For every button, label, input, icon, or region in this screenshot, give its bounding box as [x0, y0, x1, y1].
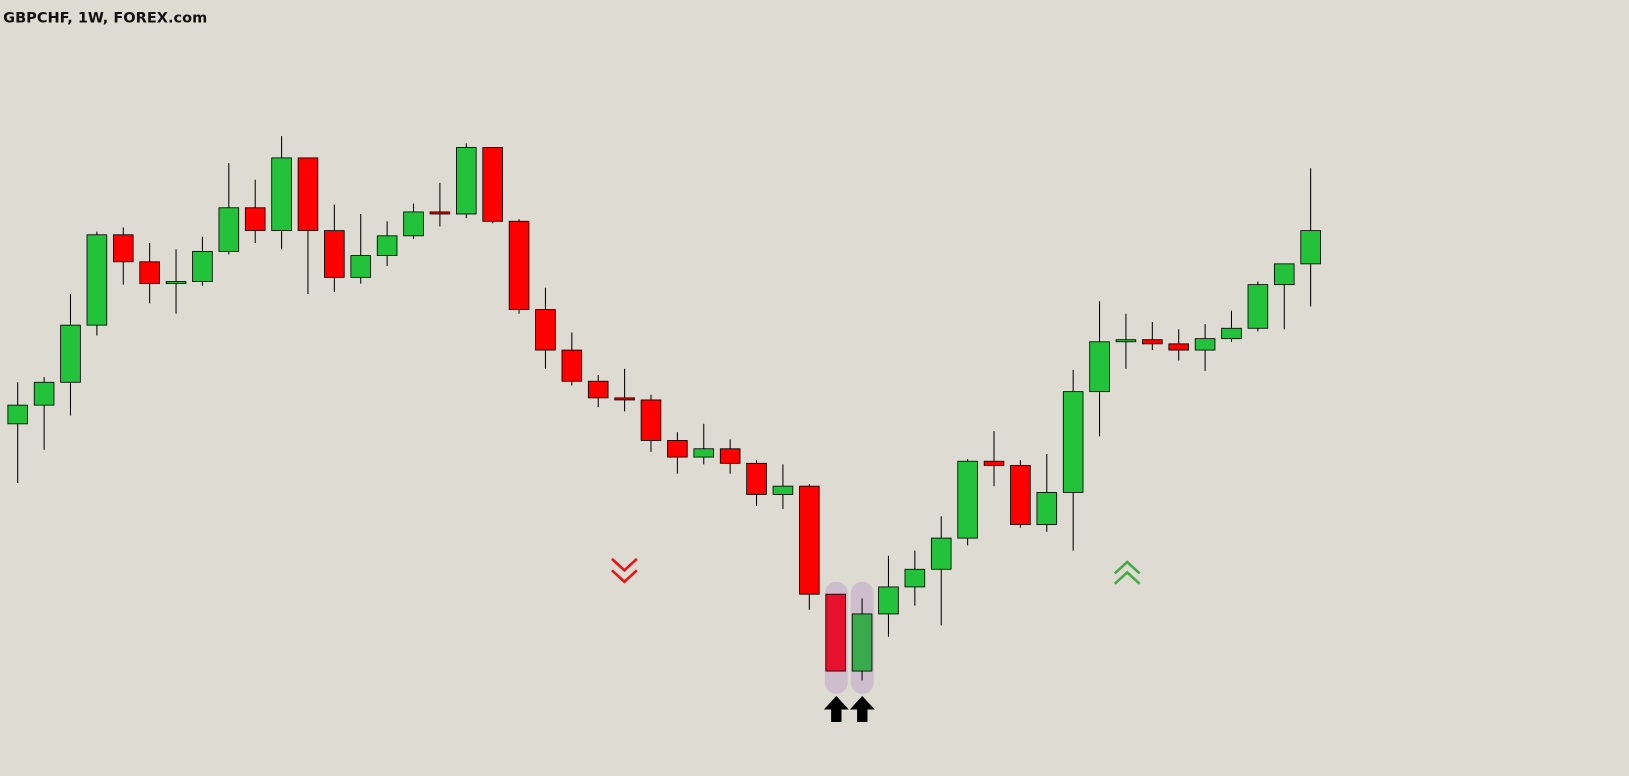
candle-body	[561, 349, 583, 382]
candle-body	[350, 255, 372, 278]
signal-arrow	[823, 696, 849, 722]
sell-chevron	[611, 557, 638, 584]
candle-body	[930, 537, 952, 570]
candle-body	[1168, 343, 1189, 351]
chart-title: GBPCHF, 1W, FOREX.com	[3, 11, 207, 27]
candle-body	[139, 261, 160, 285]
candle-body	[1247, 284, 1269, 329]
candle-body	[1010, 464, 1031, 526]
candle-body	[1300, 230, 1321, 265]
buy-chevron	[1113, 560, 1141, 585]
candle-body	[1221, 327, 1242, 340]
candle-body	[693, 448, 715, 458]
candle-body	[825, 593, 846, 672]
candle-body	[1089, 341, 1110, 393]
candle-body	[1115, 339, 1137, 343]
candle-body	[746, 462, 767, 495]
candle-body	[851, 613, 873, 672]
candle-body	[799, 485, 820, 595]
candle-body	[640, 399, 662, 441]
candle-body	[324, 230, 345, 278]
candle-body	[165, 281, 187, 285]
candle-body	[508, 220, 530, 310]
candle-body	[1142, 339, 1163, 345]
candle-body	[614, 397, 635, 401]
candle-body	[192, 250, 213, 282]
candle-body	[244, 207, 266, 232]
candle-body	[535, 309, 556, 351]
candle-body	[1036, 491, 1058, 526]
candle-body	[86, 234, 108, 326]
candle-body	[1273, 263, 1295, 286]
candle-body	[983, 460, 1005, 466]
candle-body	[482, 147, 503, 222]
candle-body	[719, 448, 741, 464]
candle-body	[376, 235, 398, 256]
candle-body	[271, 157, 292, 232]
candle-body	[403, 211, 424, 237]
candle-body	[1062, 391, 1084, 493]
candle-body	[33, 381, 55, 406]
candle-body	[7, 404, 29, 425]
candle-body	[456, 147, 477, 215]
candle-body	[1194, 338, 1216, 351]
candle-body	[218, 207, 240, 252]
candle-body	[878, 586, 899, 615]
candle-body	[904, 568, 926, 588]
candle-body	[429, 211, 451, 215]
candle-body	[772, 485, 794, 495]
candle-body	[587, 380, 609, 399]
candle-body	[667, 440, 688, 458]
candle-body	[957, 460, 978, 539]
candle-body	[297, 157, 319, 232]
candle-body	[60, 324, 81, 383]
candles	[7, 136, 1321, 681]
signal-arrow	[849, 696, 875, 722]
candle-body	[112, 234, 134, 263]
